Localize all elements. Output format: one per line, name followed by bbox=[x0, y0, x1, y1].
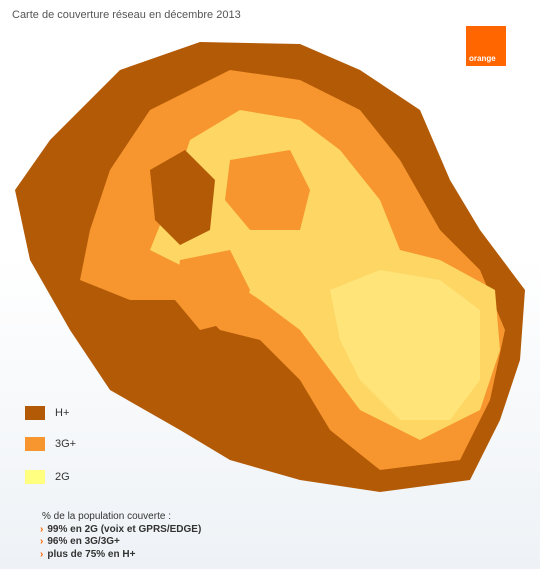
legend-swatch bbox=[25, 470, 45, 484]
stats-heading: % de la population couverte : bbox=[42, 511, 171, 522]
legend-entry: 3G+ bbox=[25, 437, 76, 451]
legend-swatch bbox=[25, 406, 45, 420]
area-3g-center bbox=[225, 150, 310, 230]
legend-label: H+ bbox=[55, 407, 70, 419]
stats-item: plus de 75% en H+ bbox=[42, 549, 201, 562]
orange-logo: orange bbox=[466, 26, 506, 66]
area-h-plus-center bbox=[150, 150, 215, 245]
stats-item: 99% en 2G (voix et GPRS/EDGE) bbox=[42, 524, 201, 537]
legend-entry: H+ bbox=[25, 406, 69, 420]
logo-text: orange bbox=[469, 54, 496, 63]
legend-label: 3G+ bbox=[55, 438, 77, 450]
stats-item: 96% en 3G/3G+ bbox=[42, 536, 201, 549]
area-3g-south bbox=[175, 250, 250, 330]
map-title: Carte de couverture réseau en décembre 2… bbox=[12, 9, 241, 21]
legend-swatch bbox=[25, 437, 45, 451]
legend-label: 2G bbox=[55, 471, 70, 483]
area-2g-light bbox=[330, 270, 480, 420]
coverage-stats: % de la population couverte : 99% en 2G … bbox=[42, 511, 201, 561]
legend-entry: 2G bbox=[25, 470, 70, 484]
